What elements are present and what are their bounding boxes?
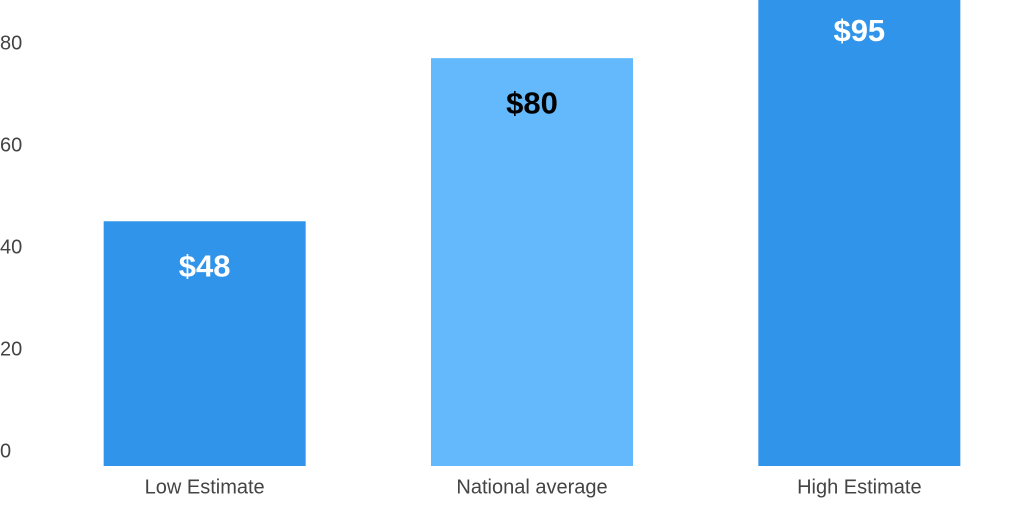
- bar: [431, 58, 633, 467]
- value-label: $80: [506, 85, 558, 120]
- bar: [103, 221, 306, 466]
- x-tick-label: Low Estimate: [145, 476, 265, 498]
- value-label: $48: [179, 248, 231, 283]
- x-tick-label: National average: [456, 476, 607, 498]
- bar: [758, 0, 961, 467]
- y-tick-label: 60: [0, 134, 22, 156]
- value-label: $95: [833, 13, 885, 48]
- y-tick-label: 80: [0, 32, 22, 54]
- y-tick-label: 0: [0, 440, 11, 462]
- y-tick-label: 20: [0, 338, 22, 360]
- y-tick-label: 40: [0, 236, 22, 258]
- x-tick-label: High Estimate: [797, 476, 922, 498]
